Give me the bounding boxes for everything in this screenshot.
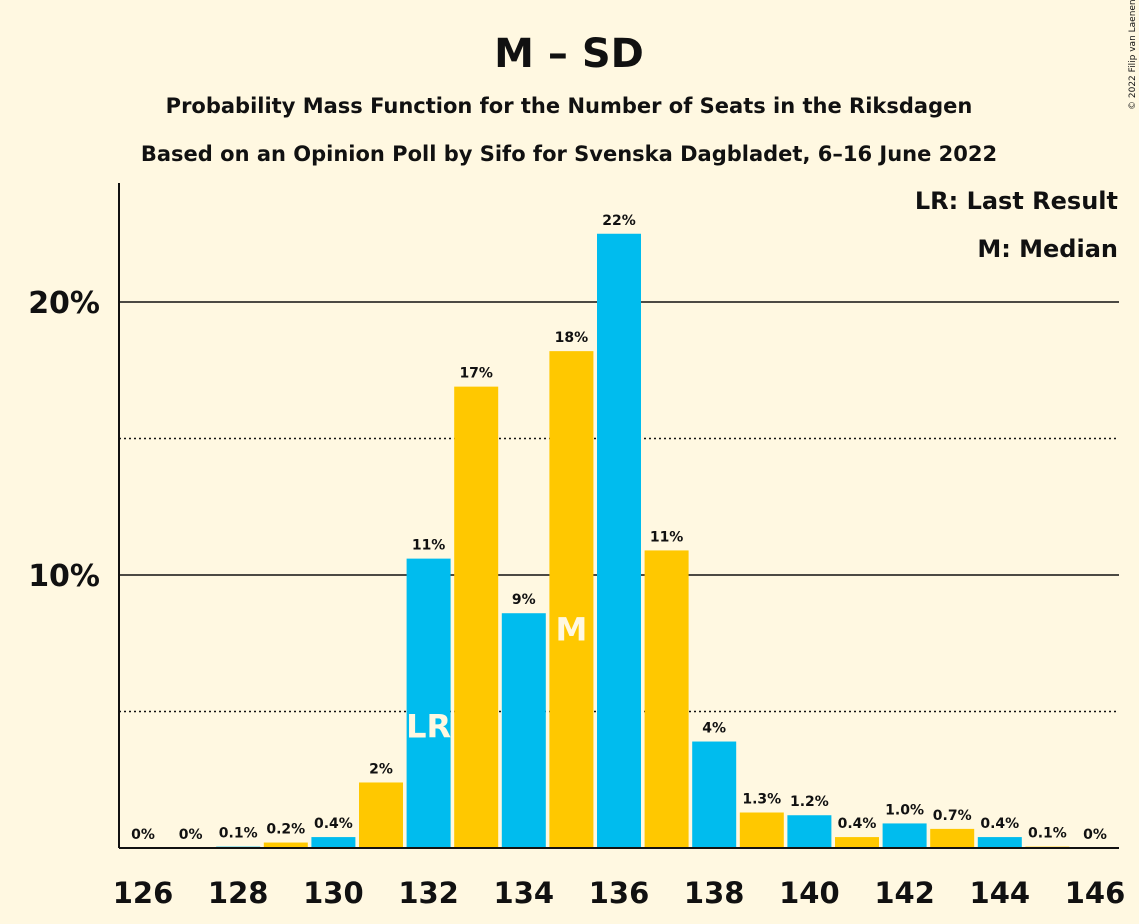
x-tick-label: 128 <box>208 876 269 910</box>
y-tick-label: 10% <box>28 559 100 594</box>
bar-133 <box>454 386 499 848</box>
data-label-132: 11% <box>412 538 446 554</box>
last-result-marker: LR <box>406 707 451 745</box>
x-tick-label: 132 <box>398 876 459 910</box>
data-label-131: 2% <box>369 761 393 777</box>
data-label-146: 0% <box>1083 827 1107 843</box>
bars-group <box>216 233 1070 848</box>
bar-130 <box>311 837 356 848</box>
data-label-134: 9% <box>512 592 536 608</box>
data-label-128: 0.1% <box>219 826 258 842</box>
x-tick-label: 134 <box>494 876 555 910</box>
copyright-text: © 2022 Filip van Laenen <box>1128 0 1138 110</box>
data-label-145: 0.1% <box>1028 826 1067 842</box>
bar-140 <box>787 815 832 848</box>
data-label-138: 4% <box>702 721 726 737</box>
data-label-129: 0.2% <box>266 822 305 838</box>
bar-134 <box>501 613 546 848</box>
data-label-140: 1.2% <box>790 794 829 810</box>
x-tick-label: 146 <box>1065 876 1126 910</box>
bar-129 <box>263 842 308 848</box>
data-label-126: 0% <box>131 827 155 843</box>
median-marker: M <box>555 610 587 648</box>
data-label-127: 0% <box>179 827 203 843</box>
x-tick-label: 142 <box>874 876 935 910</box>
bar-144 <box>977 837 1022 848</box>
data-label-139: 1.3% <box>742 792 781 808</box>
bar-137 <box>644 550 689 848</box>
bar-135 <box>549 351 594 848</box>
bar-141 <box>835 837 879 848</box>
data-label-130: 0.4% <box>314 816 353 832</box>
data-label-135: 18% <box>555 330 589 346</box>
bar-143 <box>930 828 975 848</box>
data-labels-group: 0% 0% 0.1% 0.2% 0.4% 2% 11% LR 17% 9% 18% M 22% 11% 4%… <box>131 213 1107 843</box>
y-axis-ticks: 10% 20% <box>28 286 100 594</box>
x-tick-label: 130 <box>303 876 364 910</box>
data-label-141: 0.4% <box>838 816 877 832</box>
data-label-144: 0.4% <box>980 816 1019 832</box>
y-tick-label: 20% <box>28 286 100 321</box>
x-tick-label: 144 <box>970 876 1031 910</box>
bar-138 <box>692 741 737 848</box>
data-label-142: 1.0% <box>885 802 924 818</box>
chart-title: M – SD <box>494 31 644 77</box>
chart-subtitle-2: Based on an Opinion Poll by Sifo for Sve… <box>141 142 997 166</box>
x-axis-ticks: 126 128 130 132 134 136 138 140 142 144 146 <box>113 876 1126 910</box>
chart-subtitle: Probability Mass Function for the Number… <box>166 94 973 118</box>
bar-142 <box>882 823 927 848</box>
data-label-133: 17% <box>459 366 493 382</box>
data-label-136: 22% <box>602 213 636 229</box>
x-tick-label: 140 <box>779 876 840 910</box>
x-tick-label: 136 <box>589 876 650 910</box>
bar-132 <box>406 558 451 848</box>
data-label-137: 11% <box>650 529 684 545</box>
x-tick-label: 138 <box>684 876 745 910</box>
x-tick-label: 126 <box>113 876 174 910</box>
bar-131 <box>359 782 403 848</box>
bar-136 <box>597 233 641 848</box>
data-label-143: 0.7% <box>933 808 972 824</box>
bar-139 <box>739 812 784 848</box>
legend-last-result: LR: Last Result <box>915 187 1118 215</box>
legend-median: M: Median <box>977 235 1118 263</box>
